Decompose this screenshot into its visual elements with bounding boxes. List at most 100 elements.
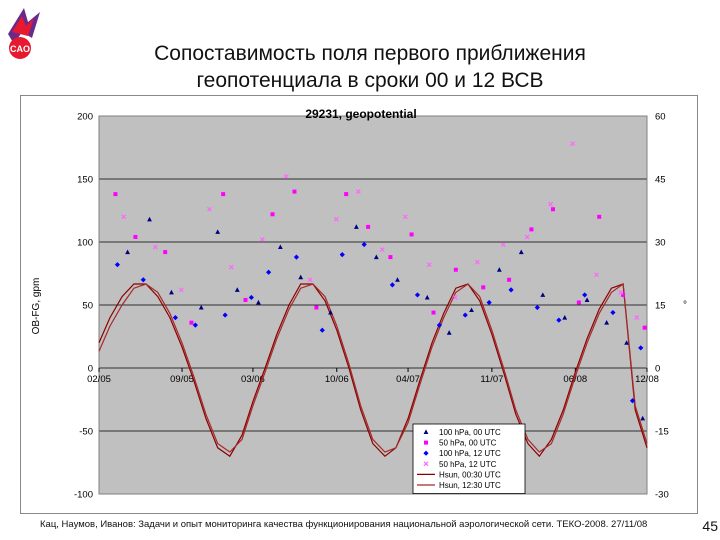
data-point [221, 192, 226, 197]
data-point [228, 264, 234, 270]
data-point [556, 317, 562, 323]
data-point [395, 277, 400, 282]
data-point [178, 287, 184, 293]
y-tick-label: 150 [77, 175, 93, 186]
slide-title-line1: Сопоставимость поля первого приближения [154, 42, 586, 65]
data-point [366, 224, 371, 229]
data-point [562, 315, 568, 320]
slide-title: Сопоставимость поля первого приближения … [60, 40, 680, 94]
data-point [426, 262, 432, 268]
data-point [198, 304, 204, 310]
data-point [453, 267, 458, 272]
y2-tick-label: 30 [655, 238, 666, 249]
y2-tick-label: 45 [655, 175, 666, 186]
plot-border [98, 115, 648, 495]
data-point [629, 398, 636, 404]
data-point [243, 297, 248, 302]
footer-citation: Кац, Наумов, Иванов: Задачи и опыт монит… [40, 519, 648, 530]
data-point [604, 320, 610, 325]
y-tick-label: 0 [88, 364, 93, 375]
legend-marker [423, 461, 429, 467]
legend-marker [423, 450, 429, 456]
series-line-hsun [98, 282, 648, 453]
data-point [353, 224, 359, 229]
legend-label: 100 hPa, 12 UTC [439, 449, 501, 458]
data-point [507, 277, 512, 282]
legend-label: Hsun, 00:30 UTC [439, 470, 501, 479]
data-point [610, 309, 616, 316]
data-point [508, 287, 514, 293]
data-point [548, 201, 554, 207]
data-point [373, 254, 379, 260]
x-tick-label: 09/05 [170, 374, 194, 385]
data-point [634, 315, 640, 321]
data-point [256, 299, 261, 305]
data-point [481, 285, 486, 290]
y2-axis-label: ° [683, 300, 687, 311]
slide-title-line2: геопотенциала в сроки 00 и 12 ВСВ [196, 69, 544, 92]
logo-text: CAO [10, 44, 30, 54]
data-point [379, 247, 385, 252]
data-point [333, 216, 339, 222]
x-tick-label: 06/08 [563, 374, 587, 385]
y2-tick-label: -30 [655, 490, 669, 501]
data-point [469, 307, 474, 313]
data-point [388, 255, 393, 260]
chart-title: 29231, geopotential [305, 107, 416, 121]
data-point [361, 241, 367, 248]
data-point [121, 214, 127, 220]
x-tick-label: 03/06 [241, 374, 265, 385]
data-point [319, 327, 325, 333]
y-tick-label: 100 [77, 238, 93, 249]
data-point [163, 250, 168, 255]
data-point [540, 292, 546, 297]
data-point [402, 214, 408, 220]
y2-tick-label: 15 [655, 301, 666, 312]
data-point [518, 249, 524, 255]
data-point [640, 415, 646, 421]
legend-marker [423, 429, 429, 434]
legend-label: 50 hPa, 00 UTC [439, 439, 497, 448]
y2-tick-label: -15 [655, 427, 669, 438]
legend-label: 100 hPa, 00 UTC [439, 428, 501, 437]
x-tick-label: 11/07 [480, 374, 503, 385]
data-point [355, 189, 361, 195]
data-point [314, 305, 319, 310]
data-point [113, 192, 118, 197]
data-point [594, 272, 599, 278]
data-point [283, 174, 289, 179]
data-point [259, 237, 265, 242]
x-tick-label: 04/07 [396, 374, 420, 385]
data-point [446, 330, 452, 335]
legend-label: 50 hPa, 12 UTC [439, 460, 497, 469]
data-point [414, 292, 421, 298]
logo-emblem-icon [9, 37, 31, 59]
plot-area: -100 -50 0 50 100 150 200 -30 -15 0 15 30 45 60 02/05 0… [74, 112, 669, 501]
chart: -100 -50 0 50 100 150 200 -30 -15 0 15 30 45 60 02/05 0… [31, 107, 687, 501]
data-point [452, 295, 458, 300]
data-point [328, 309, 333, 315]
data-point [431, 310, 436, 315]
logo-flame-icon [12, 16, 34, 36]
data-point [436, 322, 442, 328]
data-point [550, 207, 555, 212]
data-point [524, 234, 530, 240]
data-point [298, 274, 304, 280]
data-point [292, 189, 297, 194]
y-tick-label: 200 [77, 112, 93, 123]
y-axis-label: OB-FG, gpm [31, 278, 42, 335]
data-point [618, 289, 624, 295]
series-line-hsun [98, 283, 648, 458]
data-point [234, 287, 240, 292]
data-point [344, 192, 349, 197]
data-point [152, 244, 158, 250]
x-tick-label: 10/06 [325, 374, 349, 385]
data-point [389, 282, 395, 288]
chart-frame: -100 -50 0 50 100 150 200 -30 -15 0 15 30 45 60 02/05 0… [20, 95, 698, 514]
legend-box [412, 423, 526, 494]
y-tick-label: -50 [79, 427, 93, 438]
logo: CAO [8, 8, 40, 59]
data-point [215, 229, 221, 234]
legend-marker [424, 440, 428, 445]
